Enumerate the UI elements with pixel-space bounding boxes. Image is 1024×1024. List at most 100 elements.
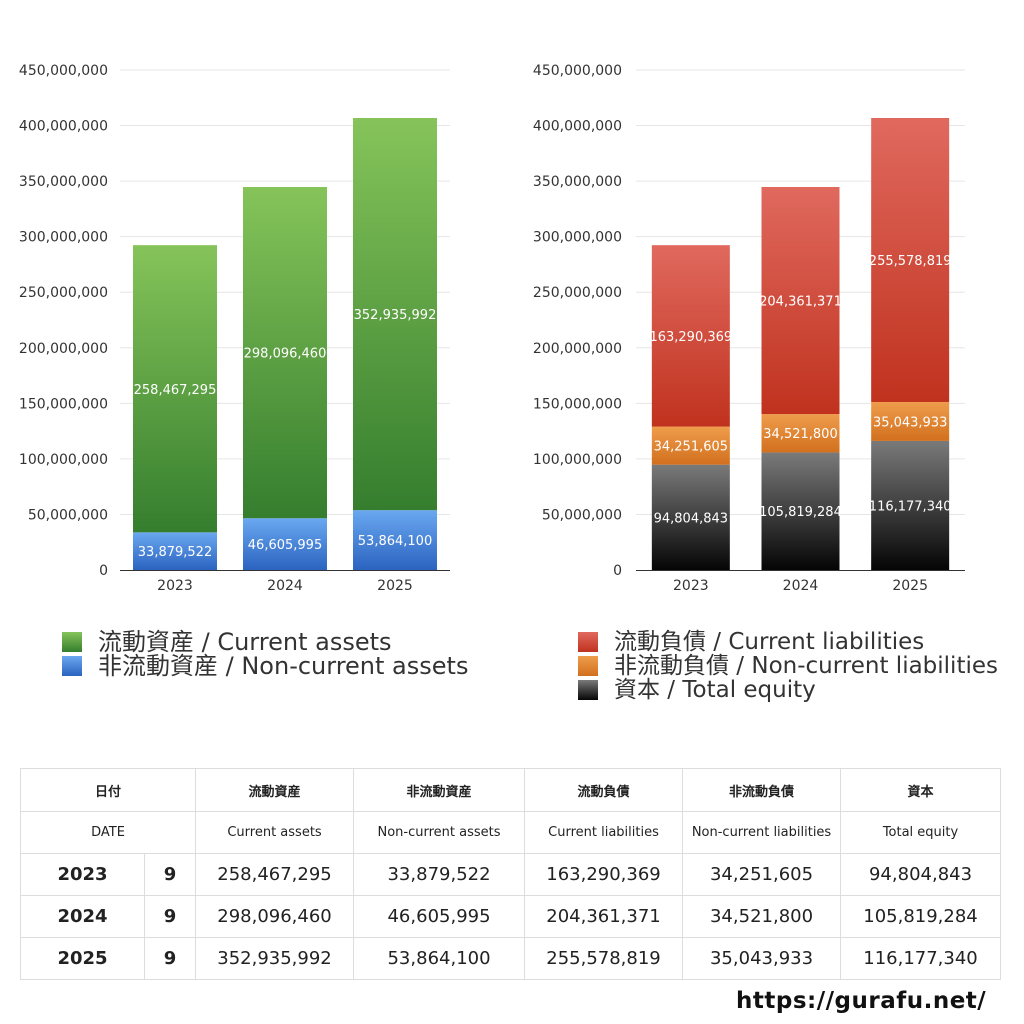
liabilities-legend: 流動負債 / Current liabilities 非流動負債 / Non-c… — [578, 630, 998, 702]
table-cell: 53,864,100 — [353, 937, 526, 980]
header-equity-en: Total equity — [840, 811, 1002, 854]
data-label: 298,096,460 — [244, 347, 327, 362]
header-date-en: DATE — [19, 811, 197, 854]
x-tick-label: 2025 — [377, 578, 413, 594]
y-tick-label: 400,000,000 — [19, 119, 108, 135]
x-tick-label: 2023 — [157, 578, 193, 594]
y-tick-label: 0 — [99, 563, 108, 579]
source-url[interactable]: https://gurafu.net/ — [736, 988, 987, 1014]
data-label: 163,290,369 — [649, 330, 732, 345]
table-cell: 34,521,800 — [682, 895, 842, 938]
data-label: 34,521,800 — [763, 427, 837, 442]
y-tick-label: 450,000,000 — [533, 63, 622, 79]
legend-item-current-assets: 流動資産 / Current assets — [62, 630, 468, 654]
bar-segment — [133, 245, 217, 533]
table-cell: 204,361,371 — [524, 895, 684, 938]
y-tick-label: 100,000,000 — [19, 452, 108, 468]
table-cell-year: 2023 — [20, 853, 145, 896]
table-cell: 94,804,843 — [840, 853, 1002, 896]
header-current-liabilities-en: Current liabilities — [524, 811, 684, 854]
header-non-current-assets-en: Non-current assets — [353, 811, 526, 854]
data-label: 53,864,100 — [358, 534, 432, 549]
legend-item-current-liabilities: 流動負債 / Current liabilities — [578, 630, 998, 654]
legend-label: 資本 / Total equity — [614, 677, 816, 703]
table-cell: 255,578,819 — [524, 937, 684, 980]
table-cell: 163,290,369 — [524, 853, 684, 896]
data-label: 33,879,522 — [138, 545, 212, 560]
y-tick-label: 300,000,000 — [533, 230, 622, 246]
legend-label: 流動負債 / Current liabilities — [614, 629, 925, 655]
legend-label: 非流動負債 / Non-current liabilities — [614, 653, 998, 679]
y-tick-label: 200,000,000 — [19, 341, 108, 357]
legend-swatch — [578, 680, 598, 700]
legend-swatch — [578, 632, 598, 652]
legend-swatch — [578, 656, 598, 676]
bar-segment — [243, 186, 327, 519]
table-cell-month: 9 — [143, 937, 197, 980]
header-non-current-liabilities-en: Non-current liabilities — [682, 811, 842, 854]
table-row: 2024 9 298,096,460 46,605,995 204,361,37… — [20, 895, 1002, 938]
y-tick-label: 100,000,000 — [533, 452, 622, 468]
bar-segment — [871, 401, 950, 441]
table-cell-year: 2025 — [20, 937, 145, 980]
balance-sheet-table: 日付 流動資産 非流動資産 流動負債 非流動負債 資本 DATE Current… — [19, 768, 1002, 980]
table-header-row-en: DATE Current assets Non-current assets C… — [19, 811, 1002, 854]
y-tick-label: 150,000,000 — [19, 396, 108, 412]
table-header-row-jp: 日付 流動資産 非流動資産 流動負債 非流動負債 資本 — [19, 768, 1002, 812]
header-non-current-liabilities-jp: 非流動負債 — [682, 768, 842, 812]
x-tick-label: 2023 — [673, 578, 709, 594]
y-tick-label: 150,000,000 — [533, 396, 622, 412]
table-cell: 258,467,295 — [195, 853, 355, 896]
y-tick-label: 250,000,000 — [533, 285, 622, 301]
x-tick-label: 2024 — [783, 578, 819, 594]
assets-chart: 0 50,000,000 100,000,000 150,000,000 200,000… — [19, 63, 450, 594]
legend-item-total-equity: 資本 / Total equity — [578, 678, 998, 702]
bar-segment — [871, 117, 950, 402]
table-cell: 33,879,522 — [353, 853, 526, 896]
y-tick-label: 200,000,000 — [533, 341, 622, 357]
table-cell: 116,177,340 — [840, 937, 1002, 980]
header-non-current-assets-jp: 非流動資産 — [353, 768, 526, 812]
y-tick-label: 350,000,000 — [19, 174, 108, 190]
table-row: 2025 9 352,935,992 53,864,100 255,578,81… — [20, 937, 1002, 980]
table-cell: 46,605,995 — [353, 895, 526, 938]
data-label: 116,177,340 — [869, 499, 952, 514]
bar-segment — [761, 452, 840, 570]
y-tick-label: 50,000,000 — [28, 507, 108, 523]
table-cell: 105,819,284 — [840, 895, 1002, 938]
bar-segment — [871, 440, 950, 570]
legend-item-non-current-assets: 非流動資産 / Non-current assets — [62, 654, 468, 678]
legend-swatch — [62, 632, 82, 652]
bar-segment — [761, 186, 840, 415]
x-tick-label: 2024 — [267, 578, 303, 594]
table-cell: 35,043,933 — [682, 937, 842, 980]
header-current-liabilities-jp: 流動負債 — [524, 768, 684, 812]
header-current-assets-jp: 流動資産 — [195, 768, 355, 812]
y-tick-label: 0 — [613, 563, 622, 579]
y-tick-label: 50,000,000 — [542, 507, 622, 523]
legend-swatch — [62, 656, 82, 676]
bar-segment — [651, 426, 730, 465]
y-tick-label: 300,000,000 — [19, 230, 108, 246]
liabilities-equity-chart: 0 50,000,000 100,000,000 150,000,000 200,000… — [533, 63, 965, 594]
data-label: 258,467,295 — [134, 383, 217, 398]
header-date-jp: 日付 — [19, 768, 197, 812]
table-cell: 352,935,992 — [195, 937, 355, 980]
bar-segment — [761, 414, 840, 453]
y-tick-label: 400,000,000 — [533, 119, 622, 135]
bar-segment — [353, 510, 437, 570]
table-cell: 298,096,460 — [195, 895, 355, 938]
data-label: 35,043,933 — [873, 415, 947, 430]
bar-segment — [651, 245, 730, 427]
table-row: 2023 9 258,467,295 33,879,522 163,290,36… — [20, 853, 1002, 896]
bar-segment — [353, 117, 437, 511]
legend-item-non-current-liabilities: 非流動負債 / Non-current liabilities — [578, 654, 998, 678]
legend-label: 非流動資産 / Non-current assets — [98, 652, 469, 680]
header-current-assets-en: Current assets — [195, 811, 355, 854]
data-label: 34,251,605 — [654, 440, 728, 455]
assets-legend: 流動資産 / Current assets 非流動資産 / Non-curren… — [62, 630, 468, 678]
data-label: 46,605,995 — [248, 538, 322, 553]
data-label: 255,578,819 — [869, 254, 952, 269]
x-tick-label: 2025 — [892, 578, 928, 594]
y-tick-label: 450,000,000 — [19, 63, 108, 79]
